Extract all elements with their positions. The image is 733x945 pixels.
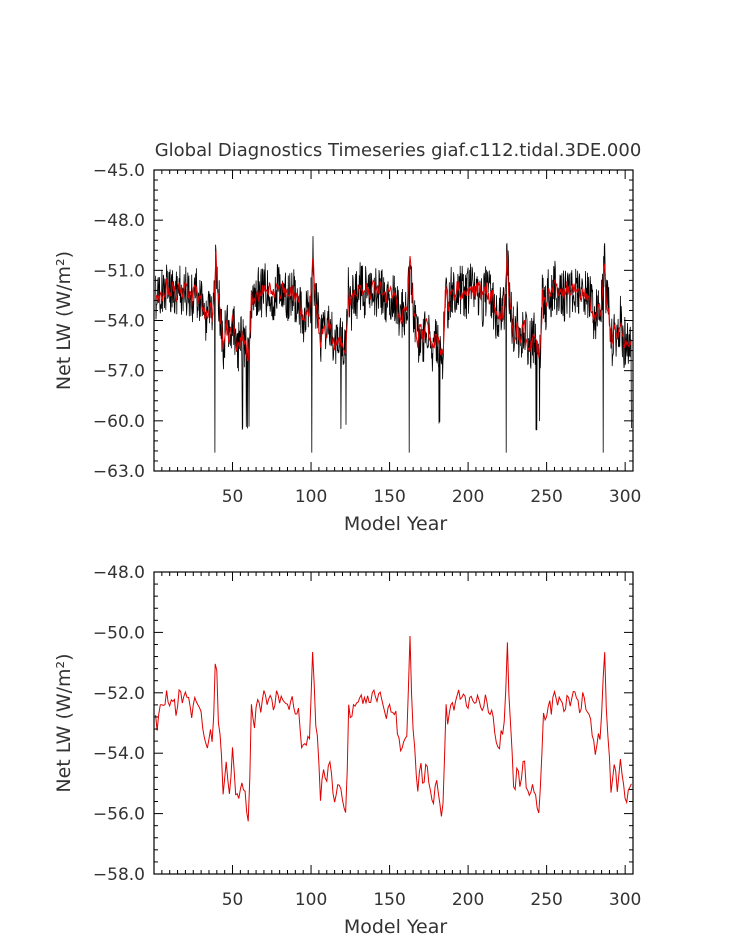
y-tick-label: −52.0 [93, 684, 145, 704]
x-tick-label: 250 [530, 487, 562, 507]
y-tick-label: −48.0 [93, 211, 145, 231]
x-tick-label: 50 [222, 487, 244, 507]
y-tick-label: −54.0 [93, 744, 145, 764]
y-axis-label: Net LW (W/m²) [53, 653, 75, 792]
series-line-annual [155, 236, 632, 453]
y-tick-label: −60.0 [93, 412, 145, 432]
plot-frame [153, 571, 634, 875]
x-tick-label: 150 [373, 487, 405, 507]
y-tick-label: −54.0 [93, 312, 145, 332]
y-tick-label: −57.0 [93, 362, 145, 382]
y-tick-label: −45.0 [93, 161, 145, 181]
x-tick-label: 300 [609, 890, 641, 910]
y-tick-label: −63.0 [93, 462, 145, 482]
y-tick-label: −58.0 [93, 865, 145, 885]
x-axis-label: Model Year [344, 916, 448, 938]
y-tick-label: −48.0 [93, 563, 145, 583]
x-tick-label: 250 [530, 890, 562, 910]
series-line-smoothed [155, 249, 632, 362]
x-tick-label: 100 [295, 890, 327, 910]
y-axis-label: Net LW (W/m²) [53, 251, 75, 390]
y-tick-label: −50.0 [93, 623, 145, 643]
x-tick-label: 150 [373, 890, 405, 910]
x-tick-label: 100 [295, 487, 327, 507]
y-tick-label: −51.0 [93, 261, 145, 281]
figure-title: Global Diagnostics Timeseries giaf.c112.… [155, 140, 642, 161]
top-panel: 50 100 150 200 250 300 −63.0 −60.0 −57.0 −54.0 −51… [53, 161, 641, 535]
x-tick-label: 50 [222, 890, 244, 910]
y-tick-label: −56.0 [93, 805, 145, 825]
bottom-panel: 50 100 150 200 250 300 −58.0 −56.0 −54.0 −52.0 −50… [53, 563, 641, 938]
series-line-smoothed [155, 635, 632, 822]
x-tick-label: 300 [609, 487, 641, 507]
x-axis-label: Model Year [344, 513, 448, 535]
x-tick-label: 200 [452, 487, 484, 507]
x-tick-label: 200 [452, 890, 484, 910]
